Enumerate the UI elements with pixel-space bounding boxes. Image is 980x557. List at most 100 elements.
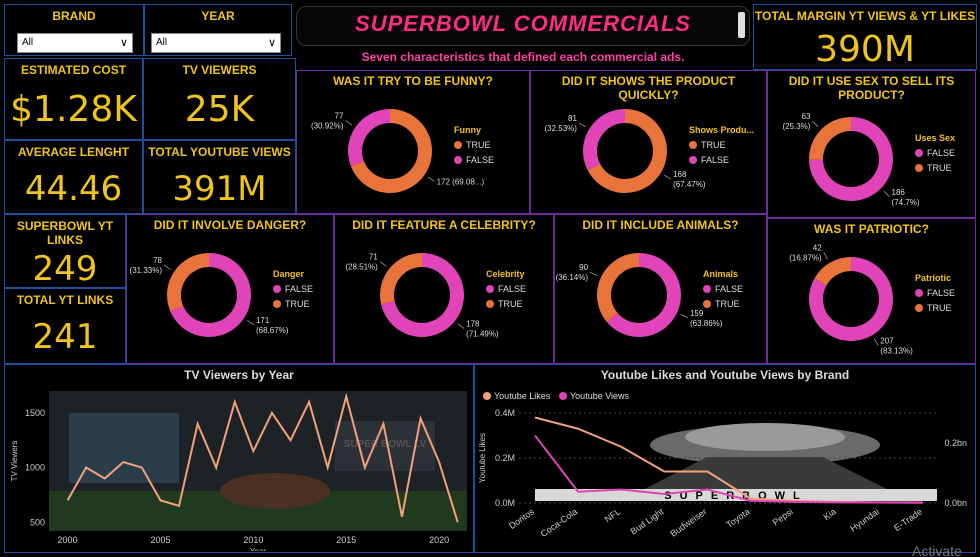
- slice-percent-label: (83.13%): [880, 347, 913, 356]
- donut-slice[interactable]: [167, 253, 209, 312]
- legend-dot-icon: [273, 285, 281, 293]
- y-tick-label: 0.2M: [495, 453, 515, 463]
- kpi-superbowl-yt-links-label: SUPERBOWL YT LINKS: [16, 219, 114, 247]
- legend-item[interactable]: FALSE: [273, 284, 313, 294]
- slice-percent-label: (67.47%): [673, 180, 706, 189]
- donut-slice[interactable]: [809, 117, 851, 160]
- slice-leader-line: [163, 264, 171, 270]
- donut-title: DID IT USE SEX TO SELL ITS PRODUCT?: [788, 74, 955, 102]
- donut-legend: Danger FALSE TRUE: [273, 269, 313, 309]
- kpi-tv-viewers-label: TV VIEWERS: [182, 63, 257, 77]
- legend-item[interactable]: TRUE: [915, 163, 955, 173]
- y2-tick-label: 0.2bn: [944, 438, 967, 448]
- x-tick-label: Doritos: [507, 506, 536, 531]
- legend-item[interactable]: TRUE: [454, 140, 494, 150]
- legend-item[interactable]: FALSE: [915, 148, 955, 158]
- legend-dot-icon: [915, 164, 923, 172]
- legend-item[interactable]: TRUE: [703, 299, 743, 309]
- donut-slice[interactable]: [597, 253, 639, 323]
- brand-select[interactable]: All ∨: [17, 33, 133, 53]
- slice-count-label: 172 (69.08...): [437, 177, 485, 186]
- slice-percent-label: (36.14%): [556, 273, 589, 282]
- slice-count-label: 42: [813, 243, 822, 252]
- background-banner-text: SUPER BOWL LV: [344, 439, 427, 450]
- donut-panel-animals: DID IT INCLUDE ANIMALS? 159 (63.86%) 90 (36.…: [554, 214, 767, 364]
- legend-title: Animals: [703, 269, 739, 279]
- legend-label: TRUE: [285, 299, 310, 309]
- donut-slice[interactable]: [809, 117, 893, 201]
- youtube-chart-title: Youtube Likes and Youtube Views by Brand: [600, 368, 850, 382]
- football-shape: [220, 473, 330, 509]
- legend-item[interactable]: FALSE: [454, 155, 494, 165]
- donut-slice[interactable]: [583, 109, 625, 171]
- kpi-average-length-value: 44.46: [24, 169, 123, 209]
- slice-count-label: 159: [690, 309, 704, 318]
- donut-slice[interactable]: [350, 109, 432, 193]
- x-tick-label: Pepsi: [771, 506, 795, 527]
- slice-leader-line: [345, 120, 353, 126]
- legend-item[interactable]: TRUE: [915, 303, 955, 313]
- x-axis-label: Year: [250, 547, 267, 551]
- legend-item[interactable]: FALSE: [915, 288, 955, 298]
- year-select[interactable]: All ∨: [151, 33, 281, 53]
- x-tick-label: 2005: [150, 535, 170, 545]
- x-tick-label: 2010: [243, 535, 263, 545]
- legend-item[interactable]: FALSE: [689, 155, 754, 165]
- x-tick-label: Coca-Cola: [539, 506, 580, 539]
- chevron-down-icon: ∨: [267, 37, 276, 49]
- legend-item[interactable]: FALSE: [486, 284, 526, 294]
- slice-percent-label: (31.33%): [130, 266, 163, 275]
- legend-dot-icon: [454, 141, 462, 149]
- slice-percent-label: (16.87%): [789, 253, 822, 262]
- donut-slice[interactable]: [381, 253, 464, 337]
- youtube-series-line[interactable]: [534, 434, 924, 504]
- kpi-total-margin: TOTAL MARGIN YT VIEWS & YT LIKES 390M: [753, 4, 977, 70]
- kpi-average-length-label: AVERAGE LENGHT: [17, 145, 130, 159]
- kpi-total-margin-label: TOTAL MARGIN YT VIEWS & YT LIKES: [754, 9, 976, 23]
- slice-count-label: 81: [568, 114, 577, 123]
- slice-leader-line: [379, 260, 387, 267]
- legend-item[interactable]: TRUE: [273, 299, 313, 309]
- tv-viewers-line[interactable]: [66, 392, 459, 523]
- legend-label[interactable]: Youtube Views: [570, 391, 630, 401]
- donut-slice[interactable]: [814, 257, 851, 286]
- legend-dot-icon: [915, 289, 923, 297]
- slice-leader-line: [680, 314, 689, 319]
- slice-count-label: 168: [673, 170, 687, 179]
- kpi-tv-viewers-value: 25K: [184, 89, 255, 130]
- legend-item[interactable]: TRUE: [689, 140, 754, 150]
- year-select-value: All: [156, 37, 168, 48]
- donut-slice[interactable]: [809, 257, 893, 341]
- donut-chart: 171(68.67%) 78(31.33%): [130, 253, 289, 337]
- donut-slice[interactable]: [587, 109, 667, 193]
- donut-slice[interactable]: [606, 253, 681, 337]
- legend-dot-icon: [483, 392, 491, 400]
- scroll-handle[interactable]: [738, 12, 745, 38]
- slice-leader-line: [247, 320, 255, 326]
- x-tick-label: 2000: [58, 535, 78, 545]
- donut-legend: Uses Sex FALSE TRUE: [915, 133, 955, 173]
- legend-item[interactable]: FALSE: [703, 284, 743, 294]
- legend-label: TRUE: [715, 299, 740, 309]
- legend-dot-icon: [486, 285, 494, 293]
- donut-panel-funny: WAS IT TRY TO BE FUNNY? 172 (69.08...) 77(…: [296, 70, 530, 214]
- donut-chart: 207(83.13%) 42(16.87%): [789, 243, 913, 356]
- donut-slice[interactable]: [380, 253, 422, 305]
- donut-slice[interactable]: [348, 109, 390, 167]
- legend-label[interactable]: Youtube Likes: [494, 391, 551, 401]
- x-tick-label: Bud Light: [629, 506, 666, 536]
- kpi-total-yt-links: TOTAL YT LINKS 241: [4, 288, 126, 364]
- slice-percent-label: (28.51%): [345, 262, 378, 271]
- slice-percent-label: (25.3%): [782, 122, 810, 131]
- donut-chart: 168(67.47%) 81(32.53%): [544, 109, 706, 193]
- legend-dot-icon: [703, 300, 711, 308]
- donut-title: WAS IT TRY TO BE FUNNY?: [333, 74, 493, 88]
- legend-item[interactable]: TRUE: [486, 299, 526, 309]
- superbowl-banner-shape: [535, 489, 937, 501]
- donut-slice[interactable]: [170, 253, 251, 337]
- legend-label: TRUE: [927, 163, 952, 173]
- brand-filter-panel: BRAND All ∨: [4, 4, 144, 56]
- donut-panel-sex: DID IT USE SEX TO SELL ITS PRODUCT? 186 (7…: [767, 70, 976, 218]
- donut-title: WAS IT PATRIOTIC?: [814, 222, 929, 236]
- legend-dot-icon: [559, 392, 567, 400]
